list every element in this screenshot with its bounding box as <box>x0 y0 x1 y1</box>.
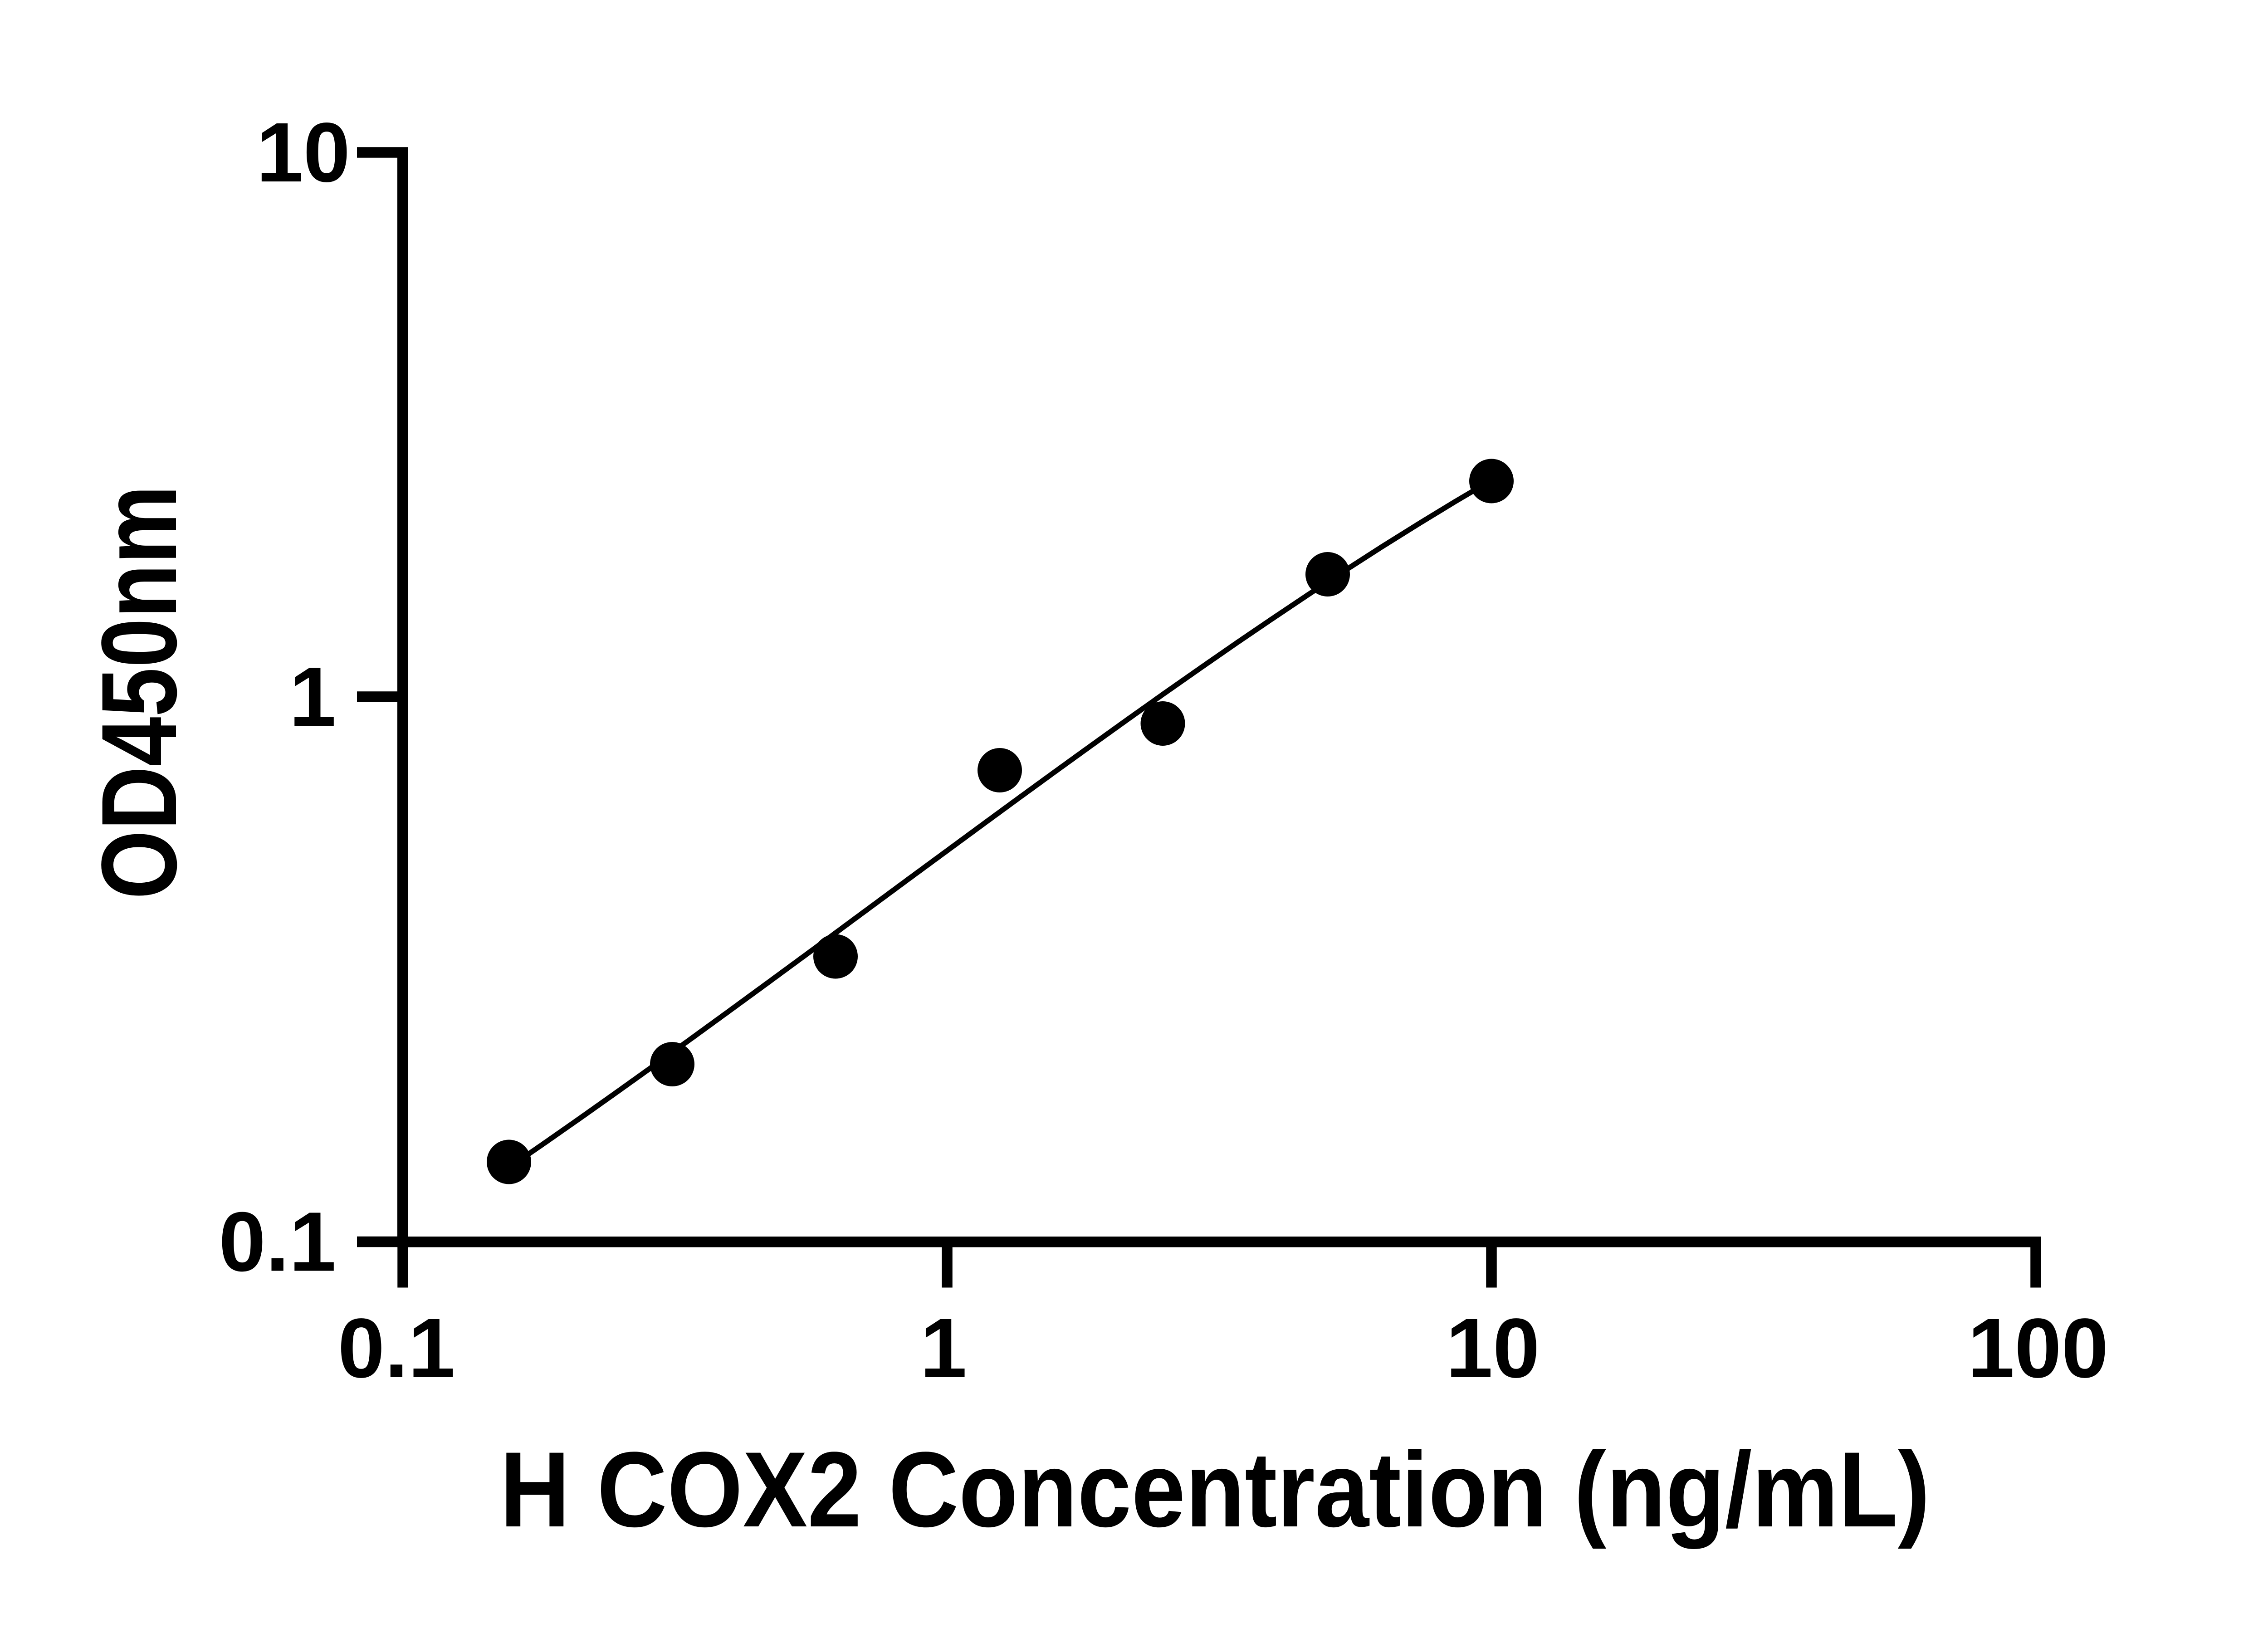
svg-text:1: 1 <box>289 650 336 744</box>
svg-text:10: 10 <box>256 106 350 200</box>
svg-text:1: 1 <box>920 1301 967 1395</box>
svg-text:100: 100 <box>1968 1301 2108 1395</box>
svg-text:0.1: 0.1 <box>219 1195 336 1289</box>
svg-text:H COX2 Concentration (ng/mL): H COX2 Concentration (ng/mL) <box>500 1430 1930 1550</box>
svg-text:10: 10 <box>1446 1301 1540 1395</box>
svg-text:0.1: 0.1 <box>338 1301 455 1395</box>
svg-text:OD450nm: OD450nm <box>79 485 199 900</box>
